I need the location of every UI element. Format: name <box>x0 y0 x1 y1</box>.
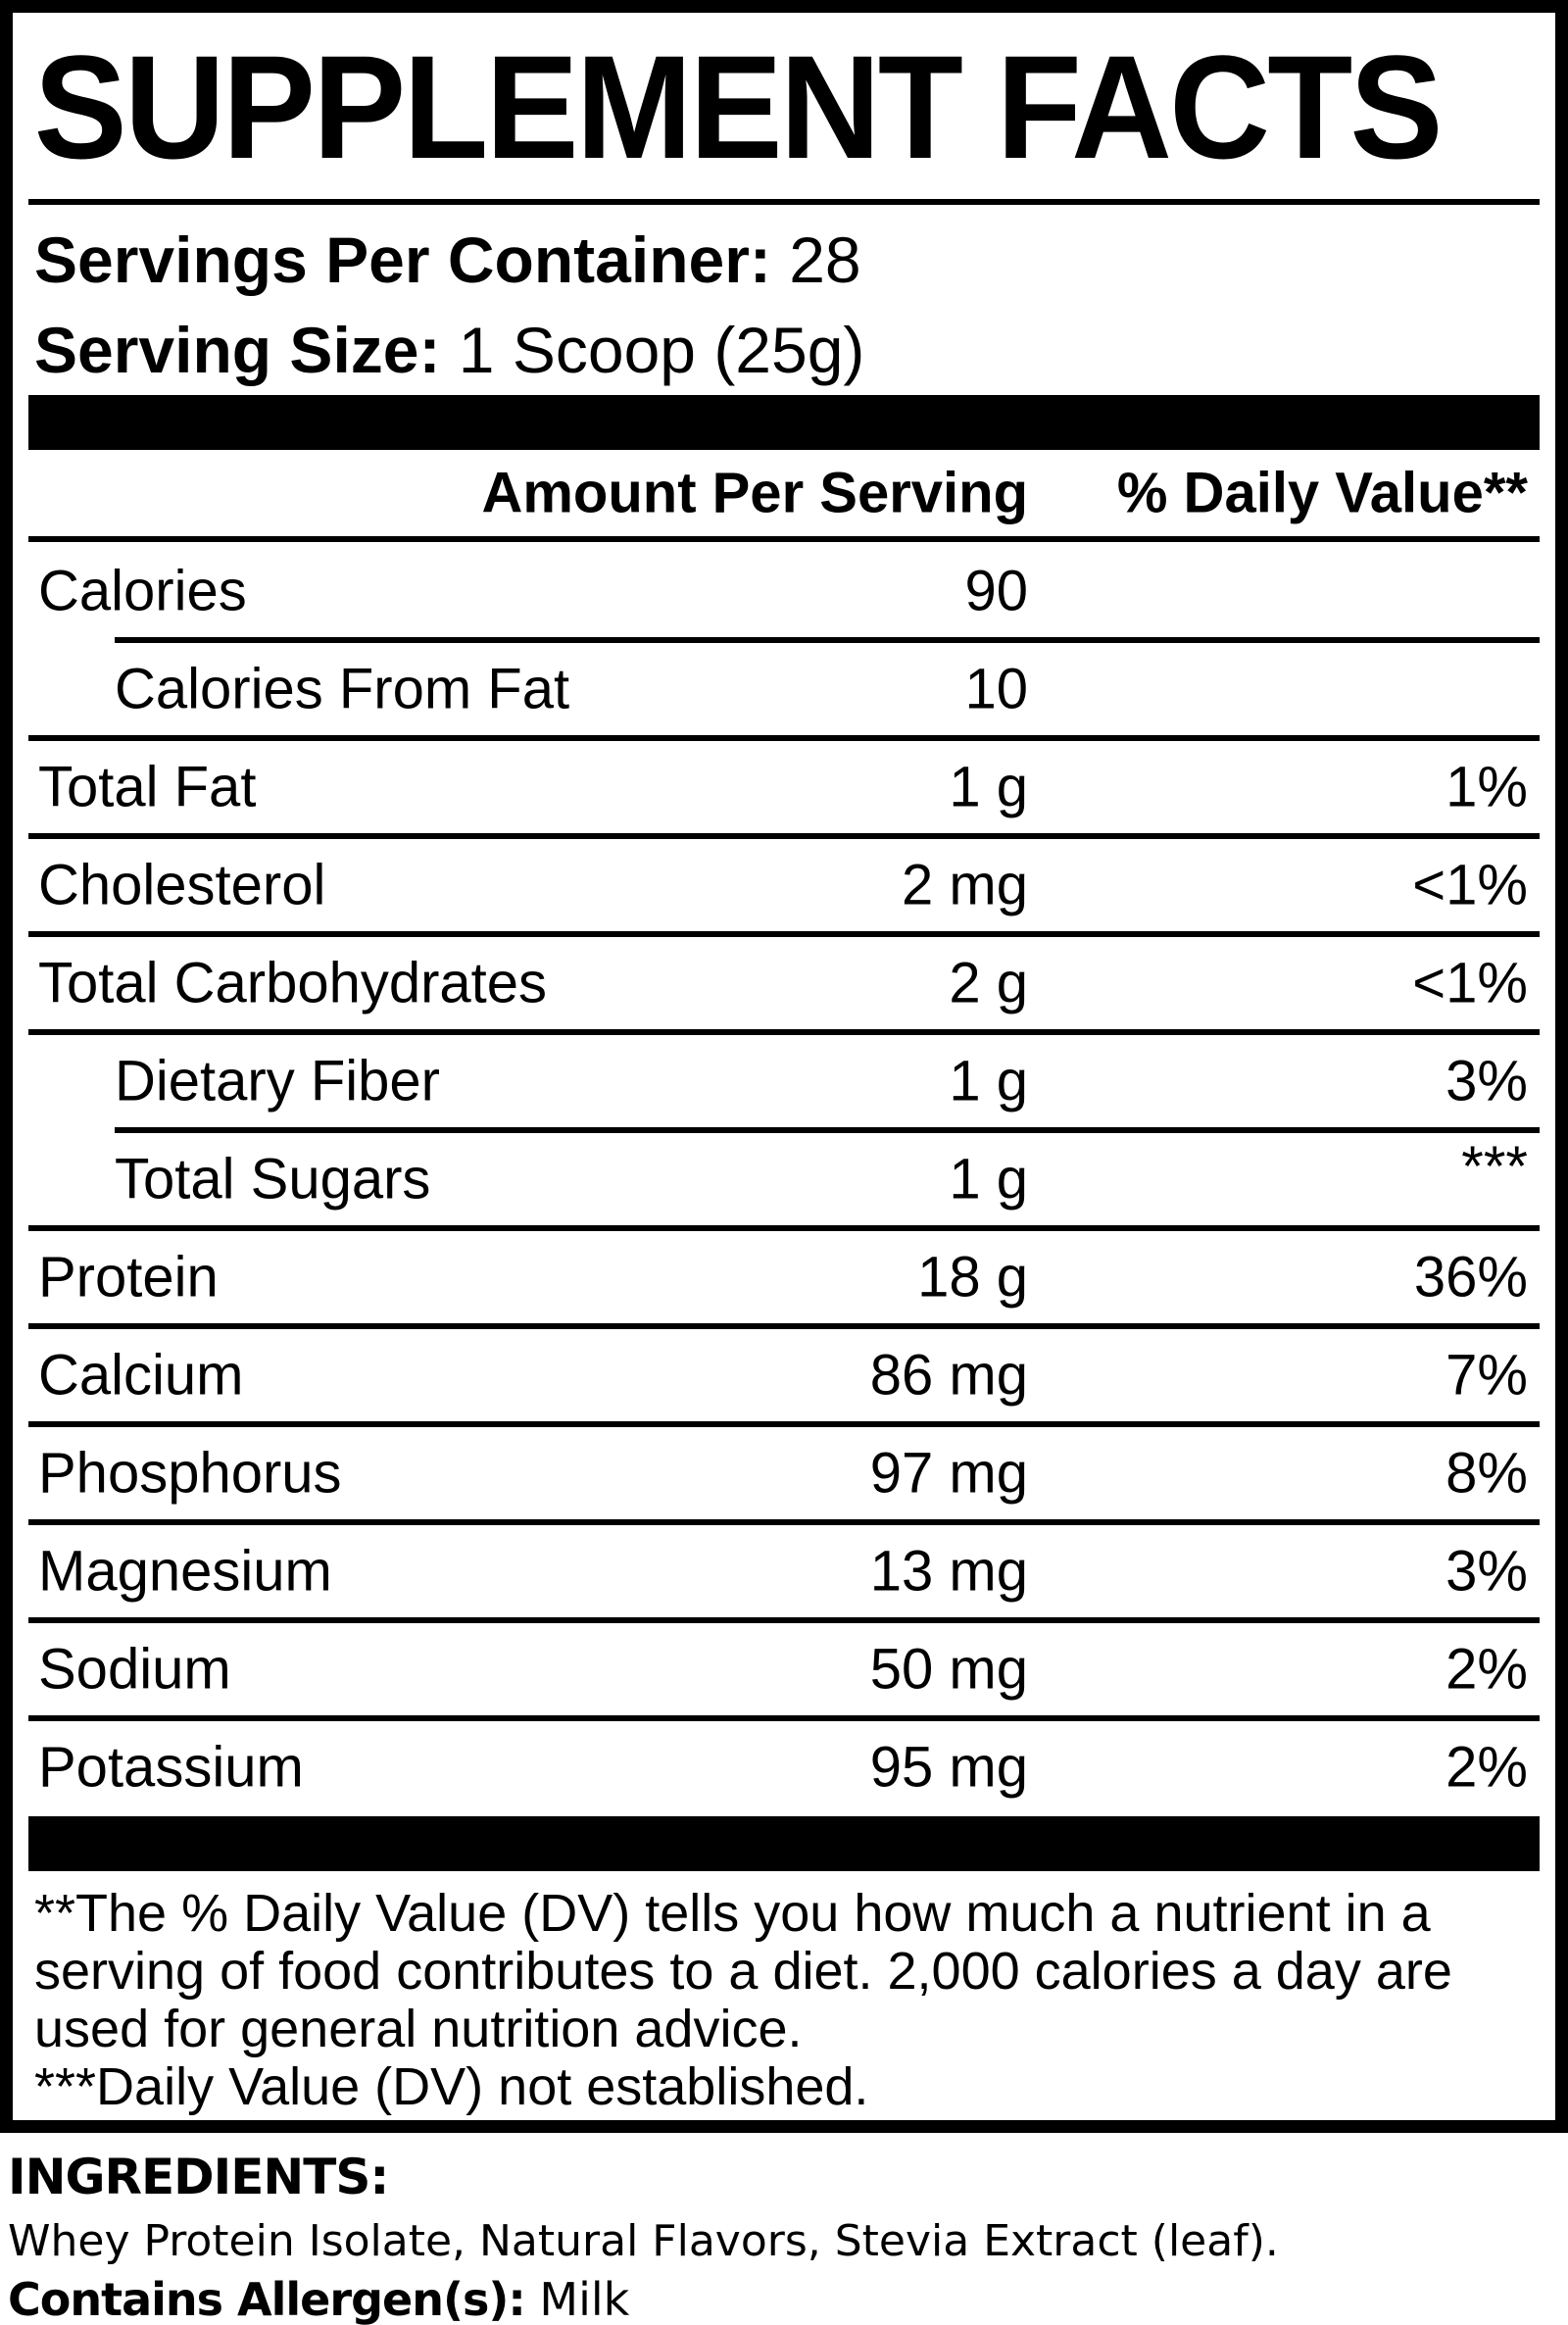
nutrient-amount: 90 <box>964 559 1028 623</box>
row-divider <box>28 1421 1540 1427</box>
nutrient-daily-value: 3% <box>1446 1049 1528 1113</box>
footnotes: **The % Daily Value (DV) tells you how m… <box>28 1885 1540 2116</box>
serving-size-value: 1 Scoop (25g) <box>440 314 865 386</box>
ingredients-heading: INGREDIENTS: <box>8 2149 389 2205</box>
nutrient-amount: 1 g <box>949 1147 1028 1212</box>
nutrient-label: Magnesium <box>38 1539 332 1604</box>
nutrient-row: Magnesium 13 mg 3% <box>28 1519 1540 1620</box>
nutrient-daily-value: 36% <box>1413 1245 1528 1310</box>
row-divider <box>28 1715 1540 1721</box>
nutrient-daily-value: 7% <box>1446 1343 1528 1408</box>
servings-per-container-label: Servings Per Container: <box>34 223 771 296</box>
row-divider <box>28 931 1540 937</box>
nutrient-label: Sodium <box>38 1637 231 1702</box>
nutrient-label: Total Sugars <box>115 1147 431 1212</box>
nutrient-amount: 95 mg <box>869 1735 1028 1800</box>
nutrient-daily-value: 2% <box>1446 1637 1528 1702</box>
nutrient-row: Total Sugars 1 g *** <box>28 1127 1540 1228</box>
nutrient-amount: 13 mg <box>869 1539 1028 1604</box>
row-divider <box>28 1029 1540 1035</box>
separator-bar-top <box>28 395 1540 450</box>
daily-value-header: % Daily Value** <box>1116 461 1528 525</box>
row-divider <box>28 1225 1540 1231</box>
row-divider <box>28 1323 1540 1329</box>
nutrient-daily-value: 2% <box>1446 1735 1528 1800</box>
nutrient-rows: Calories 90 Calories From Fat 10 Total F… <box>28 542 1540 1816</box>
nutrient-row: Total Carbohydrates 2 g <1% <box>28 931 1540 1032</box>
nutrient-label: Total Fat <box>38 755 257 819</box>
nutrient-label: Phosphorus <box>38 1441 342 1506</box>
nutrient-label: Calories <box>38 559 247 623</box>
nutrient-amount: 2 g <box>949 951 1028 1015</box>
servings-per-container-value: 28 <box>770 223 861 296</box>
nutrient-label: Cholesterol <box>38 853 326 917</box>
allergen-label: Contains Allergen(s): <box>8 2273 526 2325</box>
nutrient-amount: 86 mg <box>869 1343 1028 1408</box>
allergen-value: Milk <box>524 2273 630 2325</box>
nutrient-amount: 1 g <box>949 755 1028 819</box>
nutrient-row: Calories 90 <box>28 542 1540 640</box>
nutrient-label: Dietary Fiber <box>115 1049 440 1113</box>
row-divider <box>28 735 1540 741</box>
nutrient-label: Potassium <box>38 1735 304 1800</box>
page-title: SUPPLEMENT FACTS <box>33 25 1444 189</box>
nutrient-row: Protein 18 g 36% <box>28 1225 1540 1326</box>
facts-box: SUPPLEMENT FACTS Servings Per Container:… <box>0 0 1568 2133</box>
not-established-footnote: ***Daily Value (DV) not established. <box>34 2057 869 2116</box>
ingredients-section: INGREDIENTS: Whey Protein Isolate, Natur… <box>8 2149 1560 2325</box>
allergen-line: Contains Allergen(s): Milk <box>8 2272 1560 2325</box>
separator-bar-bottom <box>28 1816 1540 1871</box>
nutrient-row: Calcium 86 mg 7% <box>28 1323 1540 1424</box>
nutrient-daily-value: <1% <box>1412 951 1528 1015</box>
nutrient-row: Phosphorus 97 mg 8% <box>28 1421 1540 1522</box>
nutrient-amount: 1 g <box>949 1049 1028 1113</box>
nutrient-label: Calories From Fat <box>115 657 570 721</box>
amount-per-serving-header: Amount Per Serving <box>481 461 1028 525</box>
nutrient-label: Total Carbohydrates <box>38 951 548 1015</box>
row-divider <box>28 1617 1540 1623</box>
nutrient-daily-value: 8% <box>1446 1441 1528 1506</box>
row-divider <box>28 1519 1540 1525</box>
nutrient-amount: 50 mg <box>869 1637 1028 1702</box>
nutrient-row: Cholesterol 2 mg <1% <box>28 833 1540 934</box>
row-divider <box>115 1127 1540 1133</box>
nutrient-row: Calories From Fat 10 <box>28 637 1540 738</box>
title-divider <box>28 199 1540 205</box>
nutrient-daily-value: *** <box>1461 1135 1528 1199</box>
nutrient-row: Sodium 50 mg 2% <box>28 1617 1540 1718</box>
nutrient-amount: 2 mg <box>902 853 1028 917</box>
ingredients-list: Whey Protein Isolate, Natural Flavors, S… <box>8 2216 1279 2266</box>
serving-size-line: Serving Size: 1 Scoop (25g) <box>28 305 1540 395</box>
servings-per-container-line: Servings Per Container: 28 <box>28 215 1540 305</box>
nutrient-row: Dietary Fiber 1 g 3% <box>28 1029 1540 1130</box>
nutrient-label: Protein <box>38 1245 219 1310</box>
header-divider <box>28 536 1540 542</box>
row-divider <box>28 833 1540 839</box>
nutrient-amount: 97 mg <box>869 1441 1028 1506</box>
nutrient-daily-value: 3% <box>1446 1539 1528 1604</box>
nutrient-amount: 10 <box>964 657 1028 721</box>
daily-value-footnote: **The % Daily Value (DV) tells you how m… <box>34 1884 1452 2058</box>
row-divider <box>115 637 1540 643</box>
table-header-row: Amount Per Serving % Daily Value** <box>28 450 1540 536</box>
nutrient-amount: 18 g <box>917 1245 1028 1310</box>
serving-size-label: Serving Size: <box>34 314 441 386</box>
nutrient-daily-value: <1% <box>1412 853 1528 917</box>
nutrient-label: Calcium <box>38 1343 244 1408</box>
nutrient-daily-value: 1% <box>1446 755 1528 819</box>
nutrient-row: Potassium 95 mg 2% <box>28 1715 1540 1816</box>
nutrient-row: Total Fat 1 g 1% <box>28 735 1540 836</box>
